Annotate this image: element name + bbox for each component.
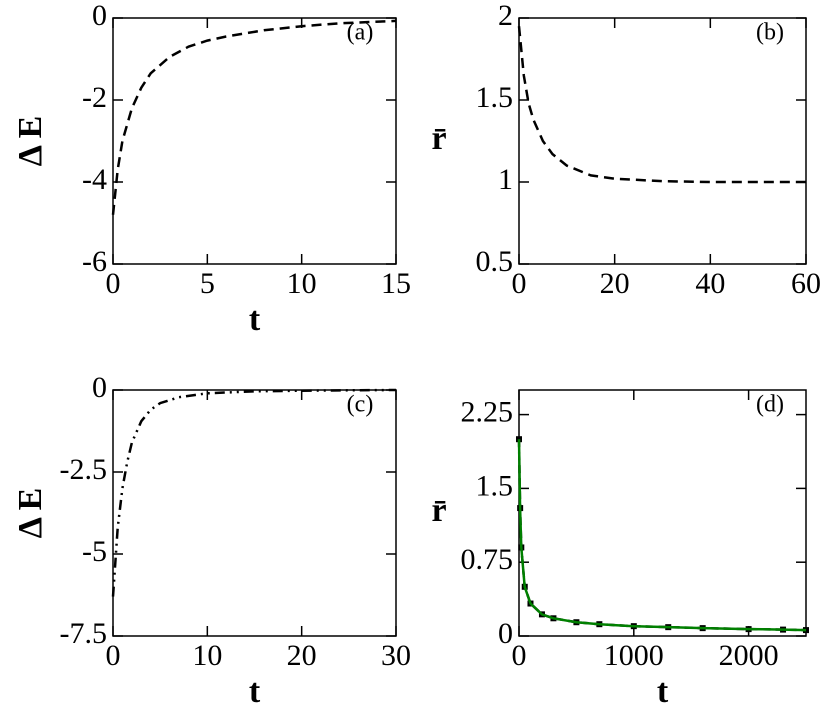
x-tick-label: 0 xyxy=(512,267,527,300)
y-tick-label: 0.5 xyxy=(476,245,514,278)
annotation: (d) xyxy=(756,392,784,418)
x-tick-label: 0 xyxy=(106,639,121,672)
x-tick-label: 2000 xyxy=(719,639,779,672)
y-tick-label: 2.25 xyxy=(461,395,514,428)
series-line xyxy=(111,388,397,597)
y-tick-label: 0 xyxy=(92,0,107,32)
x-axis-label: t xyxy=(657,673,669,710)
plot-frame xyxy=(518,389,807,637)
y-axis-label: Δ E xyxy=(12,488,49,539)
x-tick-label: 10 xyxy=(192,639,222,672)
y-tick-label: 1.5 xyxy=(476,469,514,502)
series-line xyxy=(517,439,807,632)
y-axis-label: r̄ xyxy=(431,120,446,157)
plot-frame xyxy=(112,17,397,265)
y-tick-label: 1 xyxy=(498,163,513,196)
y-tick-label: -2 xyxy=(82,81,107,114)
y-tick-label: 0 xyxy=(92,371,107,404)
x-tick-label: 20 xyxy=(600,267,630,300)
x-tick-label: 0 xyxy=(512,639,527,672)
y-tick-label: -4 xyxy=(82,163,107,196)
x-tick-label: 60 xyxy=(791,267,821,300)
x-axis-label: t xyxy=(249,673,261,710)
x-tick-label: 30 xyxy=(381,639,411,672)
series-line xyxy=(111,19,397,215)
series-line xyxy=(517,439,807,632)
x-tick-label: 10 xyxy=(287,267,317,300)
x-tick-label: 1000 xyxy=(604,639,664,672)
y-axis-label: r̄ xyxy=(431,492,446,529)
x-tick-label: 0 xyxy=(106,267,121,300)
annotation: (a) xyxy=(347,20,374,46)
annotation: (c) xyxy=(347,392,374,418)
y-tick-label: 2 xyxy=(498,0,513,32)
plot-frame xyxy=(112,389,397,637)
x-tick-label: 40 xyxy=(695,267,725,300)
y-tick-label: -7.5 xyxy=(60,617,108,650)
annotation: (b) xyxy=(756,20,784,46)
y-tick-label: -5 xyxy=(82,535,107,568)
x-tick-label: 20 xyxy=(287,639,317,672)
x-axis-label: t xyxy=(249,301,261,338)
series-line xyxy=(517,26,806,184)
x-tick-label: 5 xyxy=(200,267,215,300)
y-tick-label: 0 xyxy=(498,617,513,650)
y-axis-label: Δ E xyxy=(12,116,49,167)
y-tick-label: 0.75 xyxy=(461,543,514,576)
y-tick-label: 1.5 xyxy=(476,81,514,114)
plot-frame xyxy=(518,17,807,265)
y-tick-label: -2.5 xyxy=(60,453,108,486)
y-tick-label: -6 xyxy=(82,245,107,278)
x-tick-label: 15 xyxy=(381,267,411,300)
